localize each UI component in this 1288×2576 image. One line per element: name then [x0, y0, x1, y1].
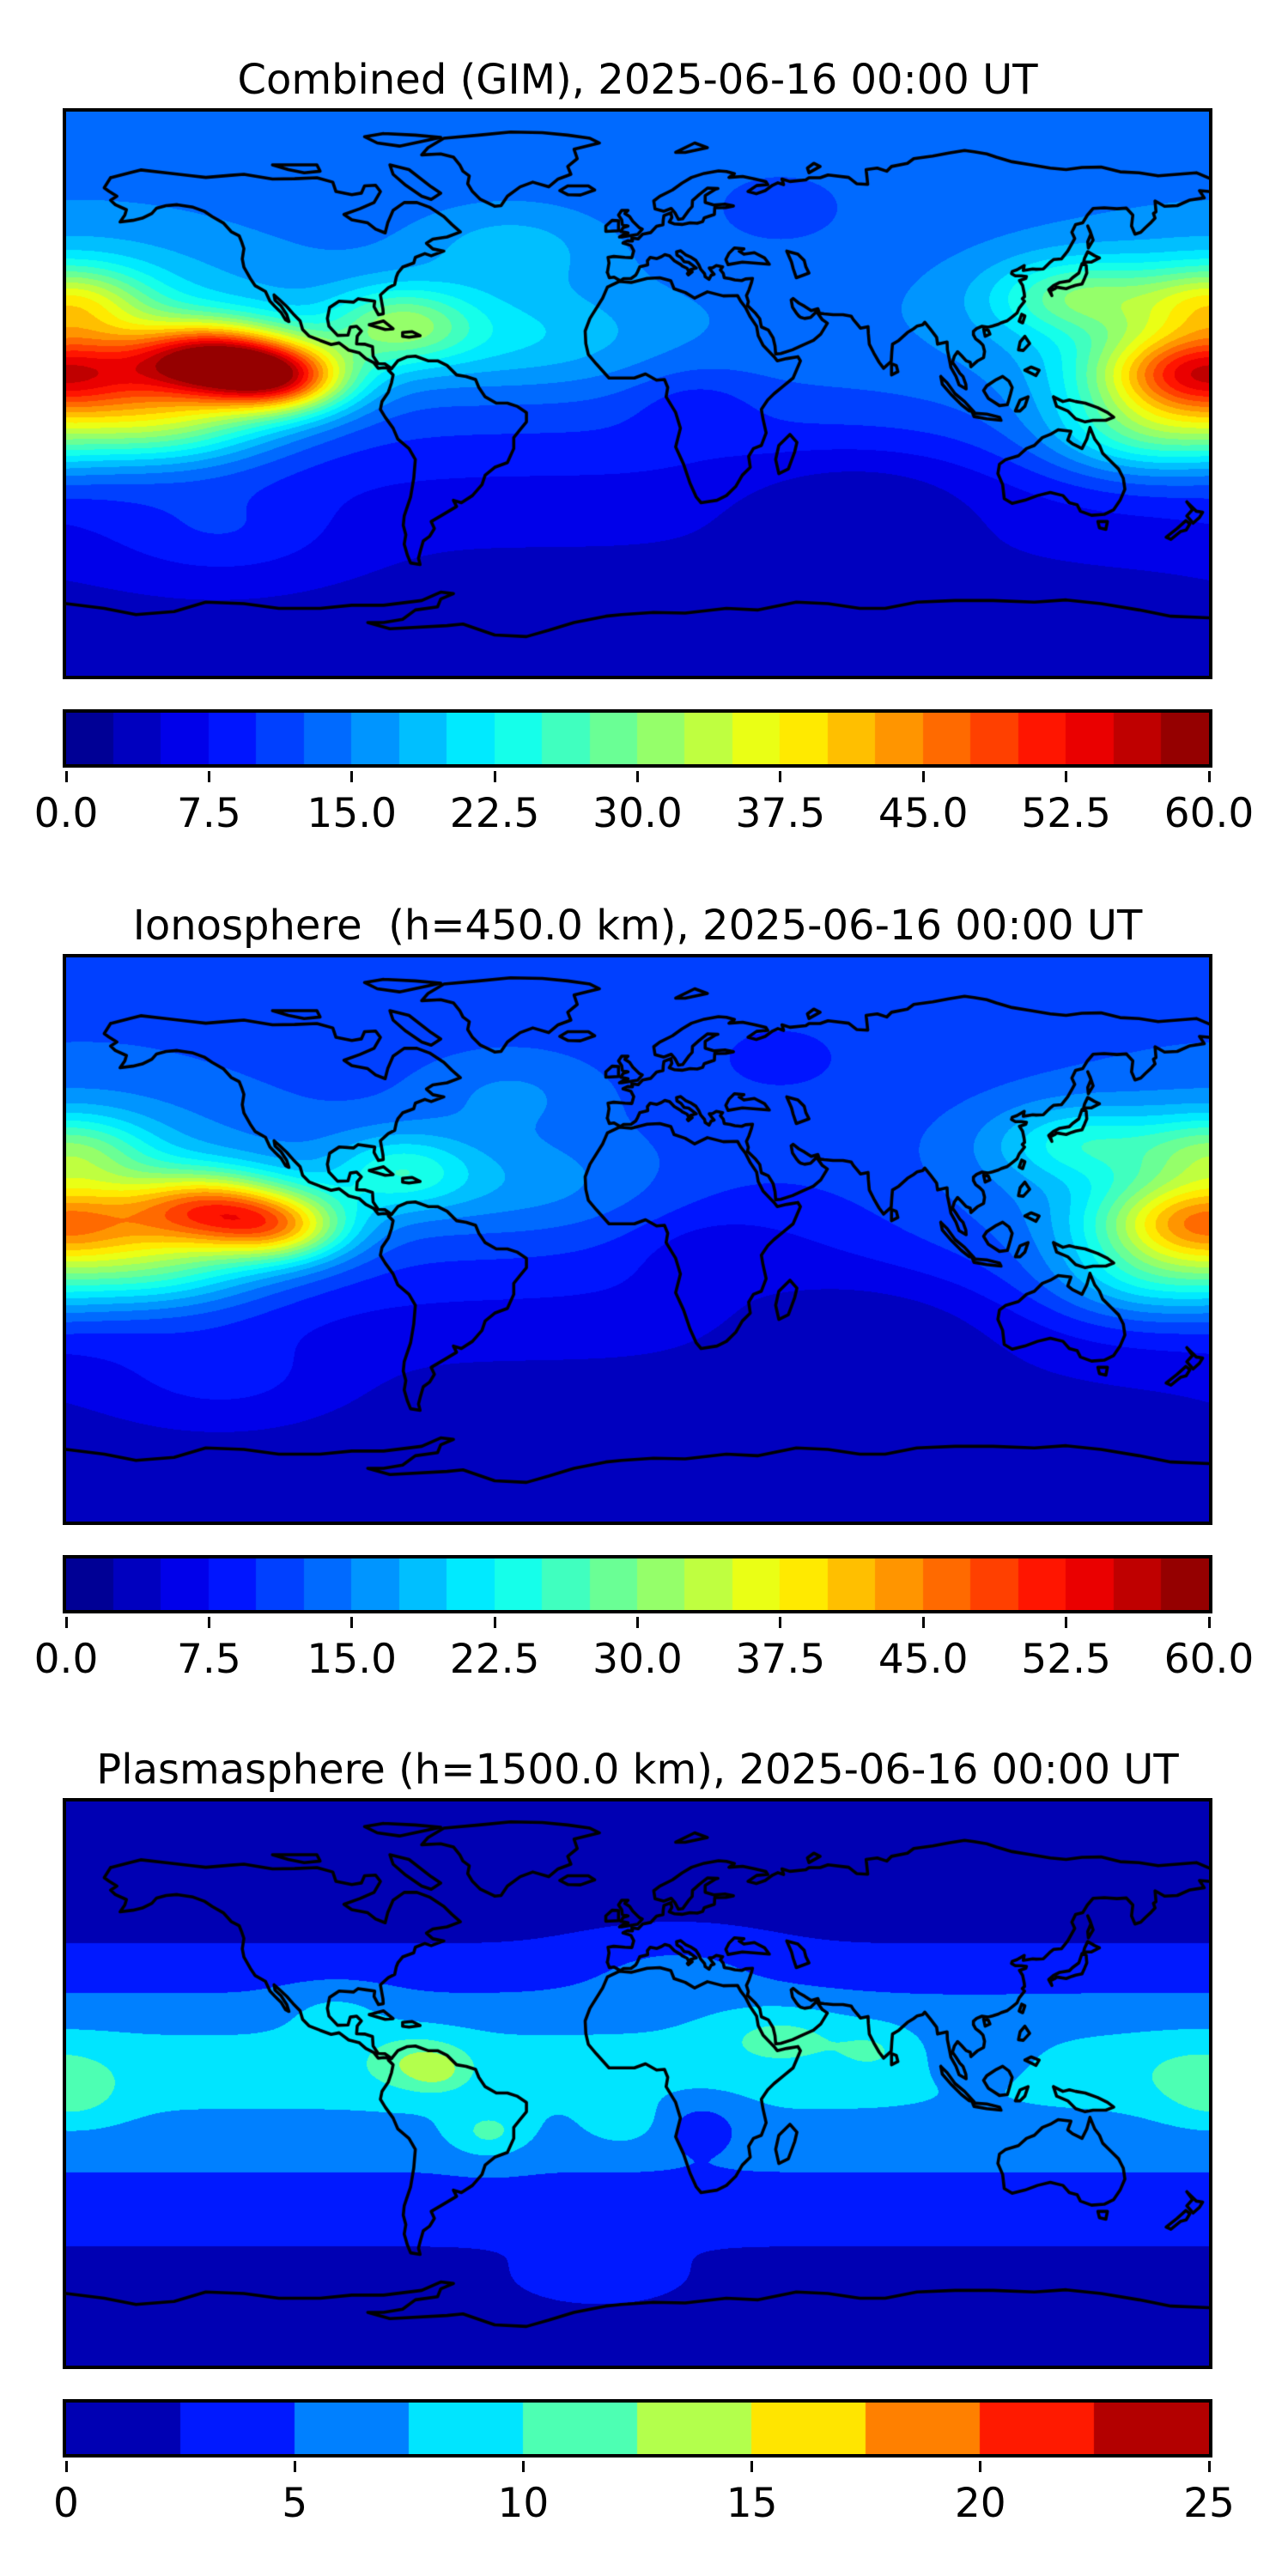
panel-1-colorbar-canvas	[66, 713, 1209, 764]
colorbar-tick-label: 22.5	[449, 790, 540, 837]
panel-2-title: Ionosphere (h=450.0 km), 2025-06-16 00:0…	[132, 902, 1143, 950]
colorbar-tick-label: 30.0	[592, 1636, 683, 1683]
colorbar-tick-label: 7.5	[177, 790, 241, 837]
panel-1-title: Combined (GIM), 2025-06-16 00:00 UT	[237, 56, 1038, 104]
colorbar-tick-mark	[293, 2461, 296, 2472]
colorbar-tick-label: 0.0	[33, 1636, 99, 1683]
panel-2-world-map	[63, 954, 1212, 1525]
colorbar-tick-mark	[979, 2461, 982, 2472]
colorbar-tick-label: 25	[1183, 2480, 1235, 2527]
panel-1-colorbar	[63, 709, 1212, 768]
panel-3-tec-map-canvas	[66, 1801, 1209, 2366]
colorbar-tick-mark	[750, 2461, 754, 2472]
colorbar-tick-mark	[493, 771, 496, 782]
panel-1-world-map	[63, 108, 1212, 679]
colorbar-tick-mark	[521, 2461, 525, 2472]
colorbar-tick-label: 0.0	[33, 790, 99, 837]
colorbar-tick-mark	[64, 771, 68, 782]
panel-3-world-map	[63, 1798, 1212, 2369]
colorbar-tick-label: 10	[497, 2480, 550, 2527]
colorbar-tick-mark	[350, 1617, 354, 1628]
colorbar-tick-mark	[636, 1617, 639, 1628]
colorbar-tick-mark	[1065, 771, 1068, 782]
colorbar-tick-mark	[1207, 1617, 1211, 1628]
colorbar-tick-label: 7.5	[177, 1636, 241, 1683]
colorbar-tick-mark	[1207, 2461, 1211, 2472]
panel-2-colorbar	[63, 1555, 1212, 1613]
colorbar-tick-label: 15.0	[307, 1636, 398, 1683]
colorbar-tick-mark	[64, 2461, 68, 2472]
colorbar-tick-label: 22.5	[449, 1636, 540, 1683]
colorbar-tick-label: 5	[282, 2480, 308, 2527]
panel-3-title: Plasmasphere (h=1500.0 km), 2025-06-16 0…	[96, 1746, 1179, 1794]
colorbar-tick-mark	[493, 1617, 496, 1628]
colorbar-tick-label: 37.5	[735, 1636, 826, 1683]
colorbar-tick-mark	[779, 771, 782, 782]
colorbar-tick-mark	[636, 771, 639, 782]
colorbar-tick-mark	[1207, 771, 1211, 782]
colorbar-tick-mark	[921, 1617, 925, 1628]
colorbar-tick-mark	[1065, 1617, 1068, 1628]
colorbar-tick-label: 20	[954, 2480, 1006, 2527]
colorbar-tick-label: 60.0	[1163, 1636, 1255, 1683]
panel-2-colorbar-canvas	[66, 1558, 1209, 1610]
colorbar-tick-mark	[207, 771, 210, 782]
colorbar-tick-label: 37.5	[735, 790, 826, 837]
colorbar-tick-label: 0	[53, 2480, 79, 2527]
colorbar-tick-label: 52.5	[1021, 790, 1111, 837]
colorbar-tick-mark	[350, 771, 354, 782]
panel-3-colorbar-canvas	[66, 2403, 1209, 2454]
colorbar-tick-label: 45.0	[878, 790, 969, 837]
panel-3-colorbar	[63, 2399, 1212, 2458]
colorbar-tick-label: 52.5	[1021, 1636, 1111, 1683]
colorbar-tick-mark	[779, 1617, 782, 1628]
colorbar-tick-mark	[64, 1617, 68, 1628]
colorbar-tick-label: 15	[726, 2480, 778, 2527]
colorbar-tick-label: 15.0	[307, 790, 398, 837]
colorbar-tick-label: 45.0	[878, 1636, 969, 1683]
colorbar-tick-mark	[207, 1617, 210, 1628]
panel-2-tec-map-canvas	[66, 957, 1209, 1522]
panel-1-tec-map-canvas	[66, 112, 1209, 676]
colorbar-tick-mark	[921, 771, 925, 782]
colorbar-tick-label: 60.0	[1163, 790, 1255, 837]
colorbar-tick-label: 30.0	[592, 790, 683, 837]
